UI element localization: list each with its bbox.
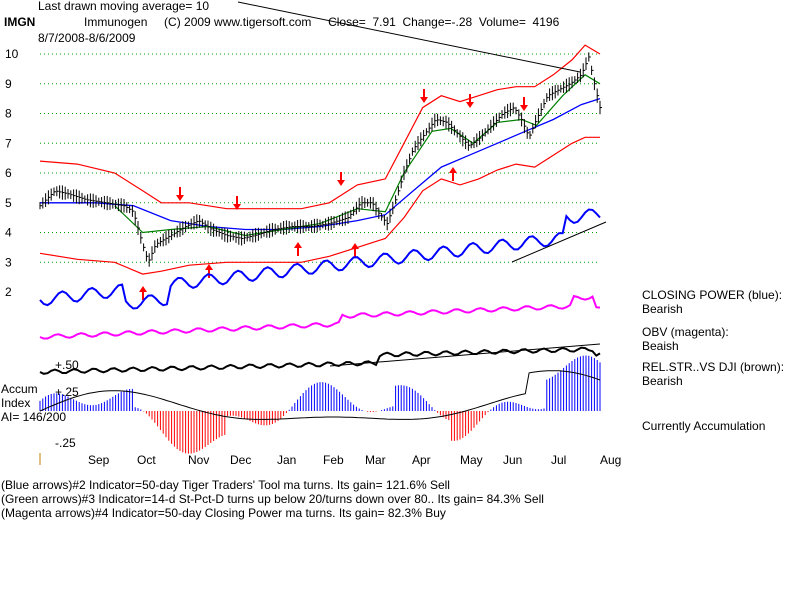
sell-arrow-head (337, 180, 345, 186)
x-tick-label: Sep (88, 453, 110, 467)
symbol-label: IMGN (4, 15, 36, 29)
closing-power-value: Bearish (642, 302, 683, 316)
y-tick-label: 8 (5, 107, 12, 121)
buy-arrow-head (449, 167, 457, 173)
x-tick-label: Aug (600, 453, 621, 467)
x-tick-label: Nov (188, 453, 209, 467)
x-tick-label: Oct (137, 453, 156, 467)
accumulation-status: Currently Accumulation (642, 419, 766, 433)
accum-label-1: Accum (1, 382, 38, 396)
obv-title: OBV (magenta): (642, 325, 729, 339)
accum-tick-50: +.50 (55, 358, 79, 372)
sell-arrow-head (176, 195, 184, 201)
upper-band-line (39, 44, 601, 210)
ma-green-line (114, 74, 601, 237)
footer-line-3: (Magenta arrows)#4 Indicator=50-day Clos… (1, 506, 446, 520)
buy-arrow-head (294, 242, 302, 248)
footer-line-1: (Blue arrows)#2 Indicator=50-day Tiger T… (1, 478, 450, 492)
relstr-title: REL.STR..VS DJI (brown): (642, 360, 785, 374)
cp-trend-line (511, 221, 607, 263)
sell-arrow-head (466, 102, 474, 108)
footer-line-2: (Green arrows)#3 Indicator=14-d St-Pct-D… (1, 492, 544, 506)
relstr-value: Bearish (642, 374, 683, 388)
accum-ma-line (39, 370, 601, 420)
buy-arrow-head (205, 264, 213, 270)
y-tick-label: 6 (5, 166, 12, 180)
obv-line (39, 294, 601, 340)
x-tick-label: Dec (230, 453, 251, 467)
ma-blue-line (40, 97, 601, 231)
y-tick-label: 3 (5, 255, 12, 269)
sell-arrow-head (233, 204, 241, 210)
accum-tick-25: +.25 (55, 385, 79, 399)
x-tick-label: May (460, 453, 483, 467)
closing-power-title: CLOSING POWER (blue): (642, 288, 783, 302)
y-tick-label: 10 (5, 47, 19, 61)
lower-band-line (39, 136, 600, 275)
buy-arrow-head (139, 286, 147, 292)
header-info: Immunogen (C) 2009 www.tigersoft.com Clo… (84, 15, 560, 29)
y-tick-label: 4 (5, 226, 12, 240)
x-tick-label: Jul (551, 453, 566, 467)
y-tick-label: 5 (5, 196, 12, 210)
x-tick-label: Apr (412, 453, 431, 467)
x-tick-label: Feb (323, 453, 344, 467)
sell-arrow-head (420, 97, 428, 103)
closing-power-line (39, 208, 601, 310)
obv-value: Beaish (642, 339, 679, 353)
accum-tick-neg25: -.25 (55, 436, 76, 450)
relstr-line (39, 346, 601, 375)
y-tick-label: 2 (5, 285, 12, 299)
buy-arrow-head (351, 243, 359, 249)
x-tick-label: Jan (277, 453, 296, 467)
accum-label-3: AI= 146/200 (1, 410, 67, 424)
relstr-trend-line (329, 343, 601, 367)
accum-label-2: Index (1, 396, 31, 410)
y-tick-label: 9 (5, 77, 12, 91)
trend-line (237, 1, 581, 73)
y-tick-label: 7 (5, 136, 12, 150)
header-line1: Last drawn moving average= 10 (38, 0, 210, 13)
x-tick-label: Jun (503, 453, 522, 467)
date-range: 8/7/2008-8/6/2009 (38, 31, 136, 45)
x-tick-label: Mar (365, 453, 386, 467)
sell-arrow-head (520, 105, 528, 111)
